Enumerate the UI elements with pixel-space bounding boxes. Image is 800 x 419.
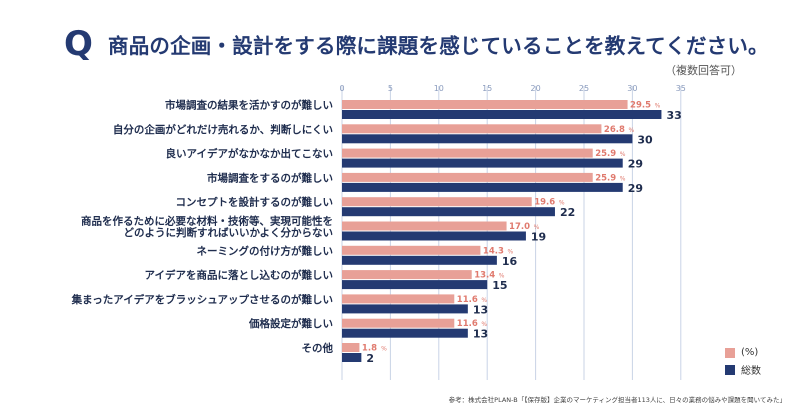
percent-bar <box>342 221 507 231</box>
count-bar <box>342 231 526 241</box>
count-data-label: 15 <box>492 279 507 292</box>
category-label: ネーミングの付け方が難しい <box>197 244 334 257</box>
percent-unit-label: % <box>499 273 505 280</box>
percent-unit-label: % <box>481 321 487 328</box>
legend-label-count: 総数 <box>741 366 761 377</box>
legend: (%) 総数 <box>725 344 761 378</box>
percent-unit-label: % <box>508 248 514 255</box>
count-bar <box>342 182 623 192</box>
percent-data-label: 26.8 <box>604 125 625 135</box>
percent-unit-label: % <box>534 224 540 231</box>
percent-unit-label: % <box>481 297 487 304</box>
percent-unit-label: % <box>629 127 635 134</box>
x-tick-label: 25 <box>579 84 589 93</box>
percent-unit-label: % <box>620 175 626 182</box>
percent-data-label: 1.8 <box>362 344 377 354</box>
count-data-label: 19 <box>531 231 546 244</box>
category-label: コンセプトを設計するのが難しい <box>176 196 334 209</box>
count-bar <box>342 280 488 290</box>
percent-bar <box>342 197 532 207</box>
x-tick-label: 35 <box>676 84 686 93</box>
percent-bar <box>342 270 472 280</box>
percent-unit-label: % <box>381 346 387 353</box>
percent-bar <box>342 100 628 109</box>
percent-data-label: 19.6 <box>534 198 555 208</box>
percent-data-label: 14.3 <box>483 246 504 256</box>
question-mark-icon: Q <box>64 24 93 64</box>
percent-data-label: 13.4 <box>474 271 495 281</box>
x-tick-label: 15 <box>482 84 492 93</box>
percent-unit-label: % <box>620 151 626 158</box>
category-label: 市場調査をするのが難しい <box>207 171 333 184</box>
percent-bar <box>342 318 455 328</box>
percent-data-label: 29.5 <box>630 101 651 111</box>
count-data-label: 13 <box>473 303 488 316</box>
legend-item-count: 総数 <box>725 361 761 378</box>
percent-bar <box>342 172 593 182</box>
source-note: 参考：株式会社PLAN-B「【保存版】企業のマーケティング担当者113人に、日々… <box>448 396 786 404</box>
count-data-label: 16 <box>502 255 518 268</box>
percent-data-label: 25.9 <box>595 149 616 159</box>
legend-swatch-count <box>725 364 735 375</box>
count-bar <box>342 304 468 314</box>
count-data-label: 13 <box>473 328 488 341</box>
legend-item-percent: (%) <box>725 344 761 361</box>
count-bar <box>342 328 468 338</box>
percent-data-label: 11.6 <box>457 319 478 329</box>
count-bar <box>342 158 623 168</box>
x-tick-label: 20 <box>531 84 541 93</box>
legend-swatch-percent <box>725 347 735 358</box>
percent-unit-label: % <box>559 200 565 207</box>
count-bar <box>342 255 497 265</box>
category-label: 良いアイデアがなかなか出てこない <box>166 147 333 160</box>
title-block: Q 商品の企画・設計をする際に課題を感じていることを教えてください。 <box>64 22 769 66</box>
count-data-label: 29 <box>628 182 643 195</box>
percent-bar <box>342 124 602 134</box>
count-bar <box>342 134 633 144</box>
x-tick-label: 30 <box>627 84 637 93</box>
category-label: 集まったアイデアをブラッシュアップさせるのが難しい <box>71 293 333 306</box>
category-label: アイデアを商品に落とし込むのが難しい <box>145 269 333 282</box>
percent-data-label: 11.6 <box>457 295 478 305</box>
chart-subtitle: （複数回答可） <box>665 64 742 77</box>
percent-bar <box>342 294 455 304</box>
count-data-label: 29 <box>628 158 643 171</box>
category-label: 市場調査の結果を活かすのが難しい <box>165 99 333 112</box>
percent-data-label: 17.0 <box>509 222 530 232</box>
x-tick-label: 0 <box>339 84 344 93</box>
count-data-label: 22 <box>560 206 575 219</box>
percent-bar <box>342 245 481 255</box>
legend-label-percent: (%) <box>741 347 759 358</box>
percent-bar <box>342 343 360 352</box>
percent-bar <box>342 148 593 158</box>
count-data-label: 30 <box>637 133 653 146</box>
chart-title: 商品の企画・設計をする際に課題を感じていることを教えてください。 <box>108 34 769 58</box>
category-label: 価格設定が難しい <box>248 317 333 330</box>
category-label: 自分の企画がどれだけ売れるか、判断しにくい <box>113 123 333 136</box>
count-bar <box>342 353 362 362</box>
percent-unit-label: % <box>655 103 661 110</box>
x-tick-label: 10 <box>434 84 444 93</box>
category-label: その他 <box>302 342 334 355</box>
count-data-label: 2 <box>366 352 374 365</box>
percent-data-label: 25.9 <box>595 173 616 183</box>
count-data-label: 33 <box>666 109 681 122</box>
count-bar <box>342 110 662 119</box>
x-tick-label: 5 <box>388 84 393 93</box>
category-label: 商品を作るために必要な材料・技術等、実現可能性をどのように判断すればいいかよく分… <box>81 215 333 240</box>
count-bar <box>342 207 555 217</box>
